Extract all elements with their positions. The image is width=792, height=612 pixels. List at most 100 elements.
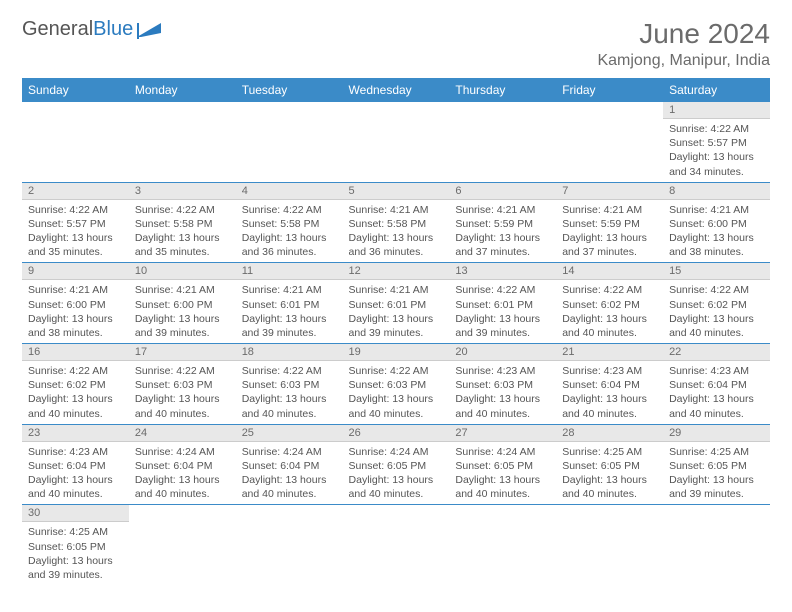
calendar-body: 1 Sunrise: 4:22 AM Sunset: 5:57 PM Daylight… (22, 102, 770, 585)
day-number: 17 (129, 344, 236, 361)
sunset-line: Sunset: 6:03 PM (349, 378, 444, 392)
sunrise-line: Sunrise: 4:24 AM (349, 445, 444, 459)
calendar-cell: 26Sunrise: 4:24 AMSunset: 6:05 PMDayligh… (343, 424, 450, 505)
day-content: Sunrise: 4:21 AMSunset: 6:01 PMDaylight:… (343, 280, 450, 343)
day-number: 10 (129, 263, 236, 280)
calendar-cell-empty (556, 505, 663, 585)
calendar-cell-empty (236, 505, 343, 585)
logo: GeneralBlue (22, 18, 165, 41)
calendar-cell: 28Sunrise: 4:25 AMSunset: 6:05 PMDayligh… (556, 424, 663, 505)
calendar-cell-empty (343, 505, 450, 585)
logo-suffix: Blue (93, 18, 133, 40)
day-number: 4 (236, 183, 343, 200)
daylight-line: Daylight: 13 hours and 40 minutes. (242, 392, 337, 420)
sunset-line: Sunset: 6:05 PM (669, 459, 764, 473)
title-block: June 2024 Kamjong, Manipur, India (597, 18, 770, 70)
day-content: Sunrise: 4:25 AMSunset: 6:05 PMDaylight:… (556, 442, 663, 505)
day-content: Sunrise: 4:21 AMSunset: 6:00 PMDaylight:… (663, 200, 770, 263)
day-number: 27 (449, 425, 556, 442)
calendar-cell: 19Sunrise: 4:22 AMSunset: 6:03 PMDayligh… (343, 344, 450, 425)
sunset-line: Sunset: 5:58 PM (349, 217, 444, 231)
calendar-row: 30Sunrise: 4:25 AMSunset: 6:05 PMDayligh… (22, 505, 770, 585)
sunrise-line: Sunrise: 4:21 AM (669, 203, 764, 217)
day-content: Sunrise: 4:21 AMSunset: 6:01 PMDaylight:… (236, 280, 343, 343)
calendar-cell-empty (343, 102, 450, 182)
sunrise-line: Sunrise: 4:24 AM (135, 445, 230, 459)
sunset-line: Sunset: 6:04 PM (28, 459, 123, 473)
location-text: Kamjong, Manipur, India (597, 52, 770, 70)
calendar-cell: 4Sunrise: 4:22 AMSunset: 5:58 PMDaylight… (236, 182, 343, 263)
calendar-cell-empty (129, 505, 236, 585)
day-number: 12 (343, 263, 450, 280)
sunrise-line: Sunrise: 4:21 AM (349, 283, 444, 297)
calendar-cell: 3Sunrise: 4:22 AMSunset: 5:58 PMDaylight… (129, 182, 236, 263)
daylight-line: Daylight: 13 hours and 38 minutes. (669, 231, 764, 259)
sunrise-line: Sunrise: 4:22 AM (135, 203, 230, 217)
day-number: 22 (663, 344, 770, 361)
calendar-cell: 13Sunrise: 4:22 AMSunset: 6:01 PMDayligh… (449, 263, 556, 344)
daylight-line: Daylight: 13 hours and 40 minutes. (455, 392, 550, 420)
sunrise-line: Sunrise: 4:23 AM (562, 364, 657, 378)
daylight-line: Daylight: 13 hours and 39 minutes. (135, 312, 230, 340)
day-number: 11 (236, 263, 343, 280)
daylight-line: Daylight: 13 hours and 34 minutes. (669, 150, 764, 178)
daylight-line: Daylight: 13 hours and 40 minutes. (669, 312, 764, 340)
day-content: Sunrise: 4:22 AMSunset: 5:58 PMDaylight:… (236, 200, 343, 263)
sunset-line: Sunset: 6:05 PM (28, 540, 123, 554)
day-content: Sunrise: 4:22 AMSunset: 5:58 PMDaylight:… (129, 200, 236, 263)
day-number: 2 (22, 183, 129, 200)
sunset-line: Sunset: 5:59 PM (455, 217, 550, 231)
day-content: Sunrise: 4:22 AMSunset: 6:02 PMDaylight:… (556, 280, 663, 343)
daylight-line: Daylight: 13 hours and 40 minutes. (669, 392, 764, 420)
sunrise-line: Sunrise: 4:25 AM (28, 525, 123, 539)
day-number: 18 (236, 344, 343, 361)
daylight-line: Daylight: 13 hours and 37 minutes. (562, 231, 657, 259)
sunrise-line: Sunrise: 4:22 AM (669, 122, 764, 136)
weekday-header: Monday (129, 78, 236, 102)
sunset-line: Sunset: 6:05 PM (455, 459, 550, 473)
sunset-line: Sunset: 5:57 PM (28, 217, 123, 231)
day-number: 21 (556, 344, 663, 361)
daylight-line: Daylight: 13 hours and 40 minutes. (135, 473, 230, 501)
calendar-cell: 22Sunrise: 4:23 AMSunset: 6:04 PMDayligh… (663, 344, 770, 425)
calendar-table: SundayMondayTuesdayWednesdayThursdayFrid… (22, 78, 770, 585)
day-number: 14 (556, 263, 663, 280)
sunset-line: Sunset: 6:04 PM (669, 378, 764, 392)
sunset-line: Sunset: 6:02 PM (28, 378, 123, 392)
sunrise-line: Sunrise: 4:25 AM (669, 445, 764, 459)
calendar-cell: 17Sunrise: 4:22 AMSunset: 6:03 PMDayligh… (129, 344, 236, 425)
logo-flag-icon (137, 21, 165, 39)
day-number: 20 (449, 344, 556, 361)
sunset-line: Sunset: 6:00 PM (28, 298, 123, 312)
day-content: Sunrise: 4:23 AMSunset: 6:03 PMDaylight:… (449, 361, 556, 424)
day-number: 1 (663, 102, 770, 119)
day-number: 16 (22, 344, 129, 361)
calendar-cell: 5Sunrise: 4:21 AMSunset: 5:58 PMDaylight… (343, 182, 450, 263)
calendar-cell-empty (129, 102, 236, 182)
logo-name: General (22, 18, 93, 40)
sunset-line: Sunset: 6:02 PM (669, 298, 764, 312)
day-content: Sunrise: 4:21 AMSunset: 6:00 PMDaylight:… (129, 280, 236, 343)
month-title: June 2024 (597, 18, 770, 50)
sunrise-line: Sunrise: 4:24 AM (455, 445, 550, 459)
calendar-cell-empty (663, 505, 770, 585)
weekday-header-row: SundayMondayTuesdayWednesdayThursdayFrid… (22, 78, 770, 102)
calendar-cell: 16Sunrise: 4:22 AMSunset: 6:02 PMDayligh… (22, 344, 129, 425)
sunrise-line: Sunrise: 4:22 AM (28, 364, 123, 378)
sunrise-line: Sunrise: 4:21 AM (242, 283, 337, 297)
calendar-cell: 27Sunrise: 4:24 AMSunset: 6:05 PMDayligh… (449, 424, 556, 505)
day-content: Sunrise: 4:22 AMSunset: 6:01 PMDaylight:… (449, 280, 556, 343)
daylight-line: Daylight: 13 hours and 40 minutes. (349, 473, 444, 501)
daylight-line: Daylight: 13 hours and 39 minutes. (242, 312, 337, 340)
sunset-line: Sunset: 6:05 PM (562, 459, 657, 473)
day-number: 24 (129, 425, 236, 442)
daylight-line: Daylight: 13 hours and 40 minutes. (349, 392, 444, 420)
day-number: 25 (236, 425, 343, 442)
day-number: 13 (449, 263, 556, 280)
daylight-line: Daylight: 13 hours and 40 minutes. (562, 312, 657, 340)
sunset-line: Sunset: 6:01 PM (455, 298, 550, 312)
daylight-line: Daylight: 13 hours and 40 minutes. (562, 473, 657, 501)
daylight-line: Daylight: 13 hours and 39 minutes. (349, 312, 444, 340)
sunrise-line: Sunrise: 4:22 AM (455, 283, 550, 297)
day-number: 5 (343, 183, 450, 200)
